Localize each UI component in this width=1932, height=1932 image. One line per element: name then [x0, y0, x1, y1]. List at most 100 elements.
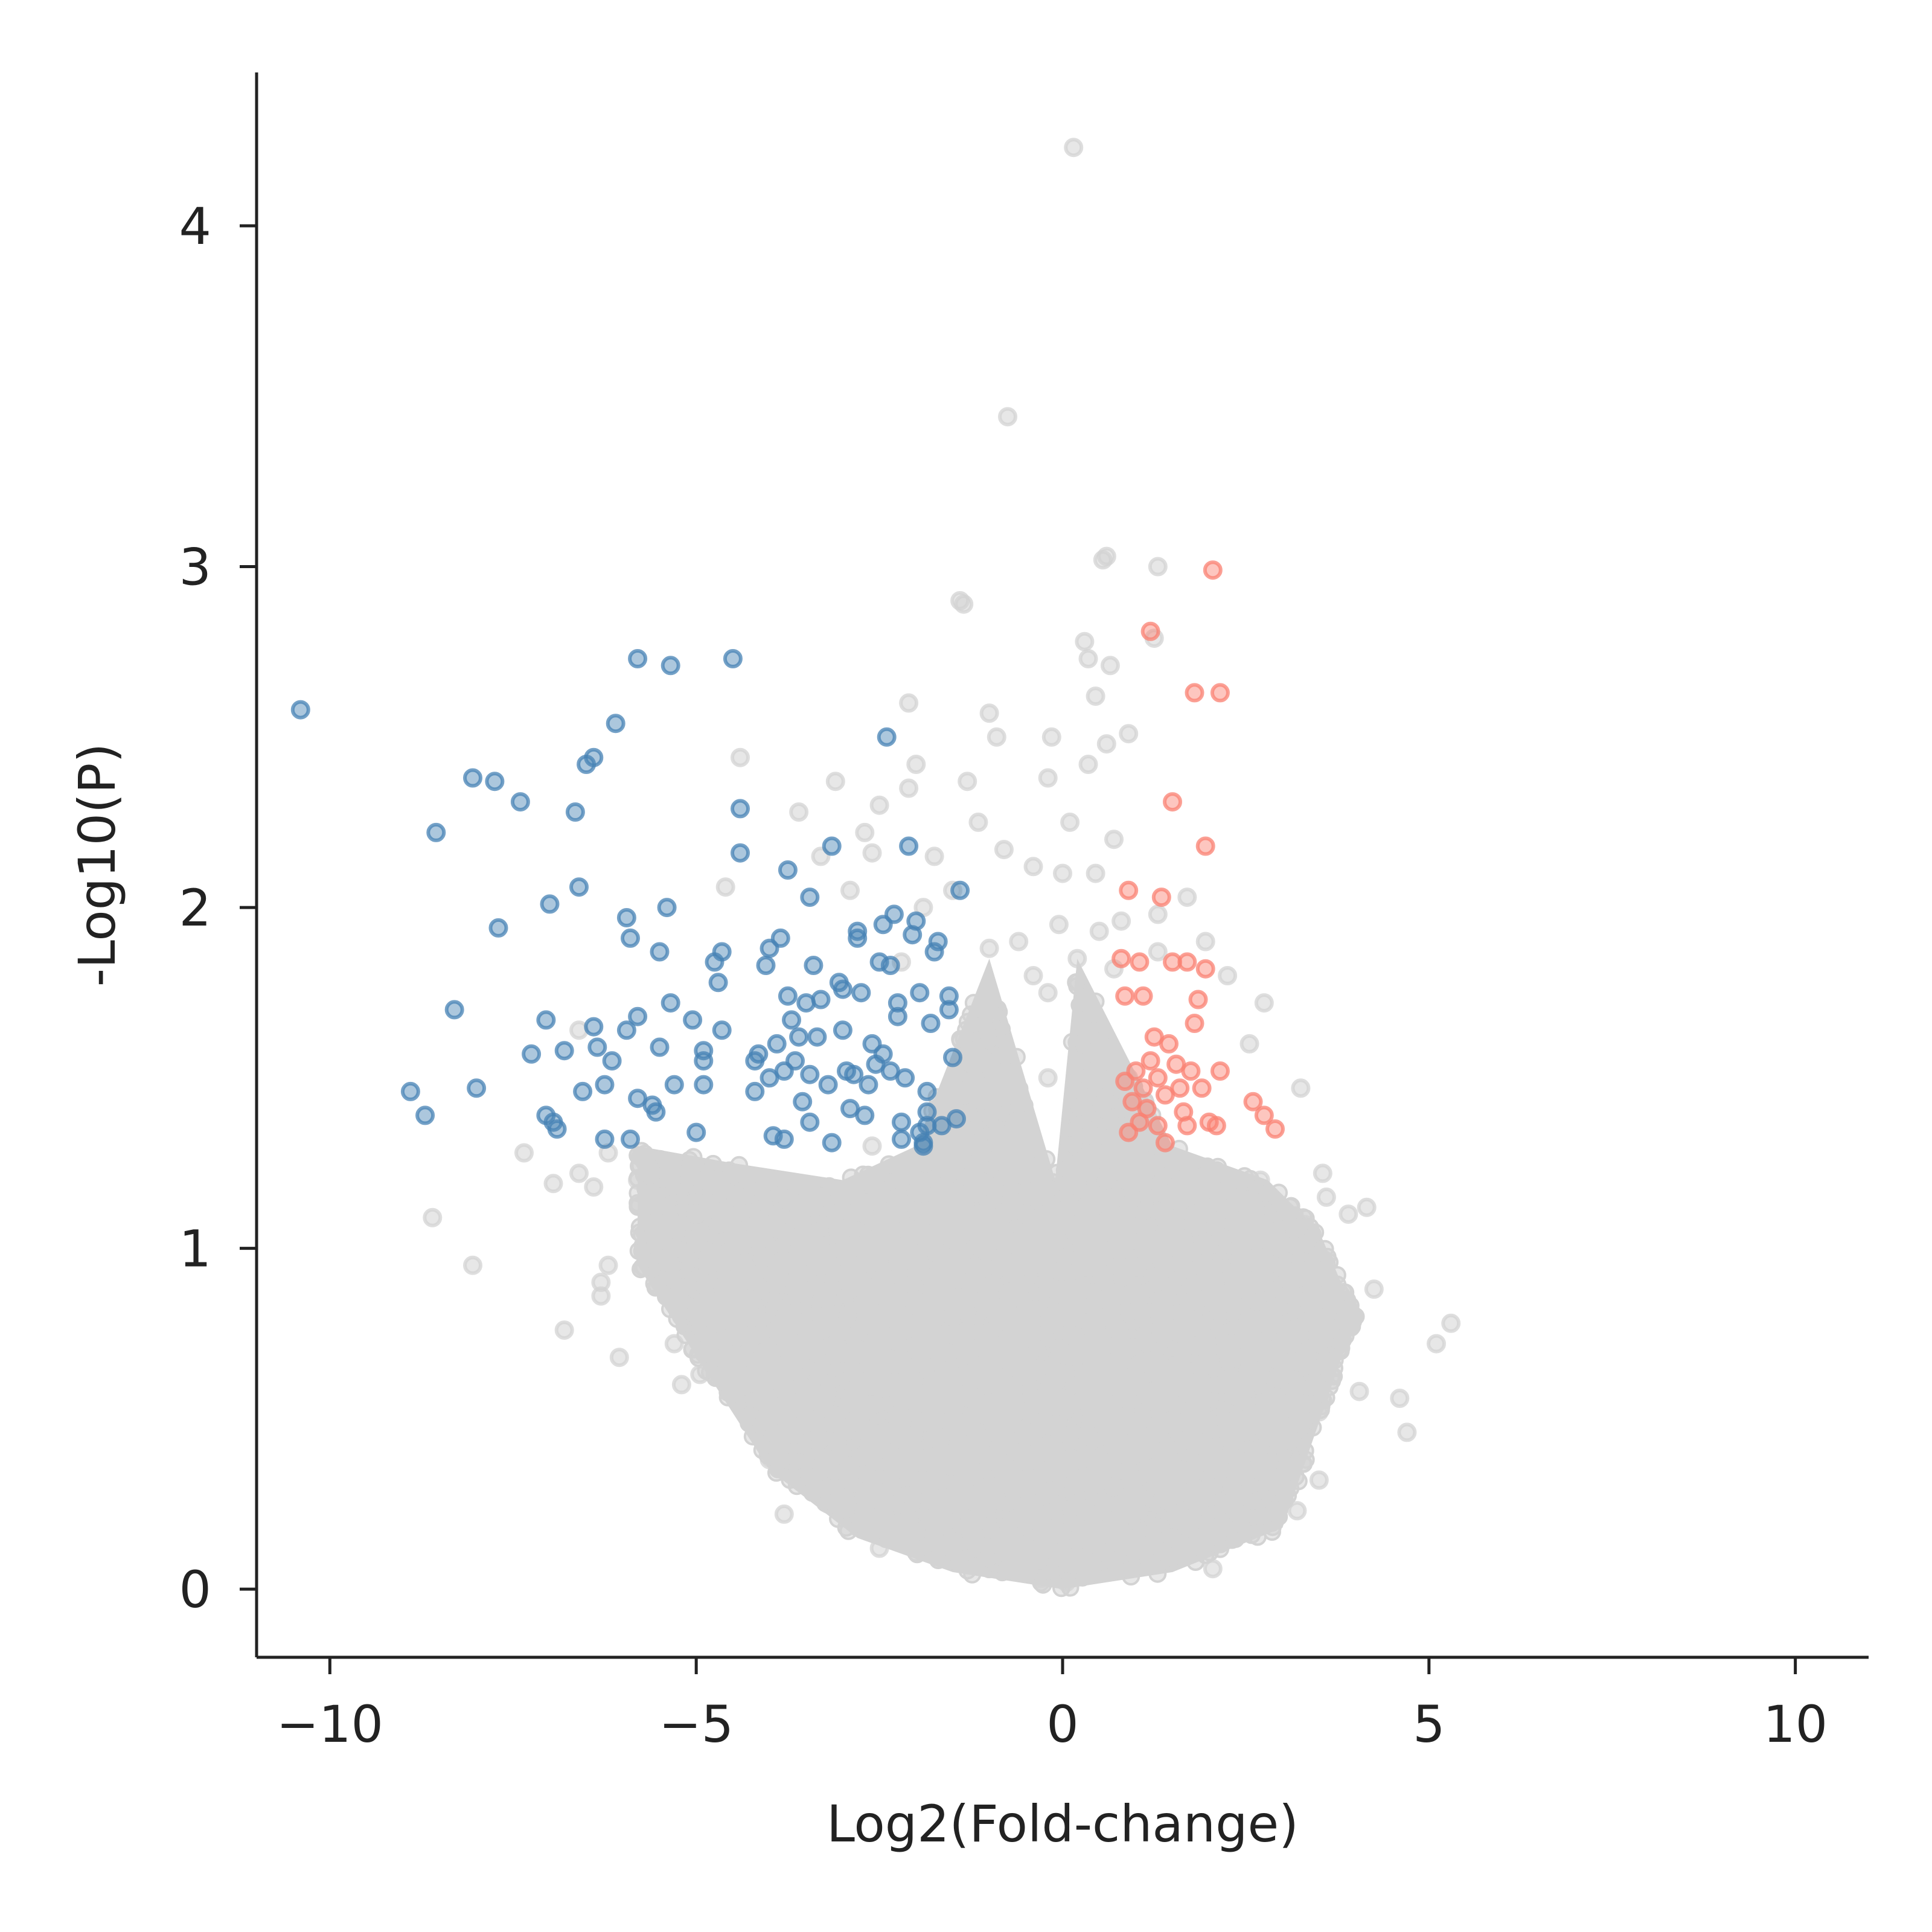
not_significant-point: [906, 1375, 926, 1395]
not_significant-point: [994, 1102, 1014, 1122]
up-point: [1185, 1014, 1204, 1033]
not_significant-point: [965, 1017, 985, 1037]
not_significant-point: [1075, 1273, 1095, 1292]
background-point: [1220, 1170, 1239, 1189]
background-point: [1098, 1376, 1116, 1395]
background-point: [1024, 1453, 1043, 1472]
down-point: [800, 1112, 820, 1132]
not_significant-point: [869, 1409, 889, 1428]
up-point: [1243, 1092, 1263, 1112]
x-axis-title: Log2(Fold-change): [827, 1794, 1299, 1854]
background-point: [1202, 1275, 1221, 1294]
down-point: [712, 1020, 732, 1040]
background-point: [1286, 1374, 1304, 1392]
background-point: [819, 1297, 837, 1316]
background-point: [1345, 1307, 1364, 1325]
background-point: [775, 1415, 793, 1433]
background-point: [1156, 1489, 1174, 1508]
background-point: [954, 1169, 972, 1188]
background-point: [985, 1441, 1003, 1460]
background-point: [1171, 1310, 1189, 1328]
down-point: [877, 727, 897, 747]
not_significant-point: [1397, 1422, 1417, 1442]
down-point: [943, 1048, 962, 1067]
background-point: [754, 1326, 773, 1345]
background-point: [817, 1375, 836, 1393]
background-point: [1095, 1492, 1114, 1511]
not_significant-point: [1096, 734, 1116, 754]
background-point: [1062, 1377, 1080, 1395]
not_significant-point: [825, 772, 845, 792]
down-point: [540, 894, 560, 914]
background-point: [1316, 1293, 1334, 1312]
not_significant-point: [1023, 857, 1043, 877]
background-point: [1286, 1263, 1305, 1282]
background-point: [1058, 1191, 1076, 1210]
not_significant-point: [796, 1375, 816, 1395]
background-point: [956, 1287, 975, 1306]
background-point: [1320, 1253, 1339, 1271]
background-point: [1139, 1336, 1157, 1355]
background-point: [814, 1428, 833, 1447]
not_significant-point: [1195, 932, 1215, 952]
not_significant-point: [869, 795, 889, 815]
background-point: [706, 1179, 725, 1198]
background-point: [1332, 1339, 1351, 1357]
not_significant-point: [1203, 1559, 1223, 1579]
not_significant-point: [671, 1375, 691, 1395]
background-point: [1259, 1506, 1278, 1525]
down-point: [848, 928, 868, 948]
background-point: [776, 1172, 795, 1191]
background-point: [923, 1520, 941, 1538]
background-point: [1261, 1453, 1280, 1471]
background-point: [903, 1296, 921, 1315]
not_significant-point: [1309, 1402, 1329, 1422]
up-point: [1159, 1034, 1179, 1054]
down-point: [910, 983, 930, 1003]
down-point: [778, 860, 798, 880]
background-point: [991, 1464, 1009, 1483]
background-point: [785, 1425, 804, 1444]
up-point: [1188, 990, 1208, 1009]
background-point: [1186, 1553, 1205, 1571]
background-point: [1074, 1183, 1093, 1202]
not_significant-point: [1082, 1562, 1102, 1582]
background-point: [1006, 1325, 1025, 1344]
down-point: [811, 990, 831, 1009]
background-point: [1100, 1108, 1119, 1127]
background-point: [1192, 1341, 1211, 1359]
background-point: [1126, 1514, 1145, 1532]
not_significant-point: [745, 1392, 765, 1412]
background-point: [1259, 1224, 1278, 1243]
down-point: [621, 928, 640, 948]
not_significant-point: [1349, 1381, 1369, 1401]
down-point: [749, 1044, 769, 1064]
not_significant-point: [423, 1208, 443, 1227]
down-point: [793, 1092, 813, 1112]
not_significant-point: [983, 1000, 1003, 1020]
background-point: [839, 1521, 858, 1540]
down-point: [800, 1064, 820, 1084]
background-point: [865, 1278, 884, 1296]
down-point: [855, 1105, 875, 1125]
background-point: [1028, 1413, 1046, 1432]
not_significant-point: [1053, 863, 1072, 883]
not_significant-point: [840, 880, 860, 900]
background-point: [889, 1357, 907, 1376]
not_significant-point: [598, 1255, 618, 1275]
background-point: [1247, 1463, 1266, 1482]
down-point: [595, 1075, 615, 1095]
background-point: [975, 1282, 994, 1301]
down-point: [899, 836, 919, 856]
background-point: [869, 1220, 888, 1239]
up-point: [1254, 1105, 1274, 1125]
background-point: [788, 1265, 807, 1284]
up-point: [1195, 959, 1215, 979]
down-point: [664, 1075, 684, 1095]
background-point: [1166, 1241, 1185, 1260]
background-point: [764, 1291, 783, 1310]
background-point: [1073, 1503, 1092, 1521]
not_significant-point: [1086, 686, 1105, 706]
background-point: [1098, 1400, 1116, 1419]
background-point: [993, 1020, 1011, 1038]
